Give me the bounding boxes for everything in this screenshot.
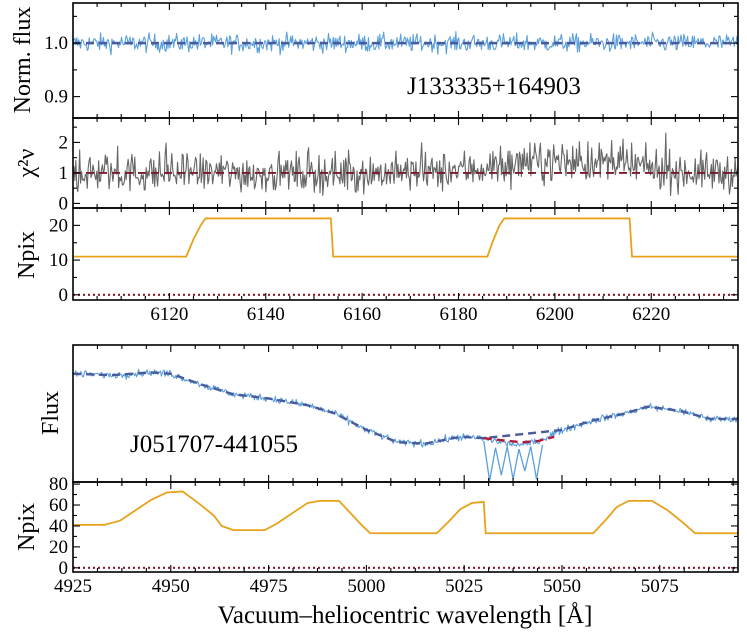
y-tick-label: 10	[49, 250, 68, 271]
y-tick-label: 40	[49, 516, 68, 537]
y-tick-label: 20	[49, 215, 68, 236]
x-tick-label: 6180	[440, 304, 478, 325]
axes-frame	[72, 2, 739, 119]
y-tick-label: 60	[49, 495, 68, 516]
series-flux	[72, 31, 739, 56]
x-tick-label: 6160	[343, 304, 381, 325]
panel-flux: J051707-441055 Flux	[38, 344, 739, 483]
y-axis-label: Npix	[14, 503, 40, 551]
series-chi2	[72, 132, 739, 197]
series-absorption	[483, 440, 544, 482]
y-tick-label: 20	[49, 537, 68, 558]
y-axis-label: Flux	[38, 391, 64, 435]
axes-frame	[72, 344, 739, 483]
y-axis-label: Norm. flux	[10, 7, 36, 114]
panel-norm-flux: 0.9 1.0 J133335+164903 Norm. flux	[10, 2, 739, 119]
axes-frame	[72, 481, 739, 573]
x-tick-label: 4950	[152, 576, 190, 597]
star-annotation: J133335+164903	[407, 73, 581, 100]
x-tick-label: 5050	[543, 576, 581, 597]
y-tick-label: 1	[59, 163, 69, 184]
y-tick-label: 80	[49, 474, 68, 495]
y-tick-label: 2	[59, 132, 69, 153]
x-tick-label: 5025	[445, 576, 483, 597]
series-npix	[73, 217, 738, 258]
x-tick-label: 5000	[347, 576, 385, 597]
y-tick-label: 0.9	[44, 87, 68, 108]
y-tick-label: 0	[59, 285, 69, 306]
star-annotation: J051707-441055	[130, 431, 298, 458]
x-axis-label: Vacuum–heliocentric wavelength [Å]	[218, 602, 593, 629]
x-tick-label: 6220	[632, 304, 670, 325]
series-model	[72, 371, 738, 445]
axes-frame	[72, 207, 739, 301]
x-tick-label: 6140	[247, 304, 285, 325]
y-tick-label: 0	[59, 558, 69, 579]
y-tick-label: 1.0	[44, 33, 68, 54]
x-tick-label: 6200	[536, 304, 574, 325]
panel-npix-top: 6120 6140 6160 6180 6200 6220 0 10 20 Npix	[14, 207, 739, 325]
y-axis-label: Npix	[14, 231, 40, 279]
x-tick-label: 5075	[641, 576, 679, 597]
x-tick-label: 4925	[54, 576, 92, 597]
y-axis-label: χ²ν	[14, 149, 40, 179]
x-tick-label: 6120	[150, 304, 188, 325]
series-model_gap	[483, 435, 555, 444]
panel-chi2: 0 1 2 χ²ν	[14, 117, 739, 214]
x-tick-label: 4975	[250, 576, 288, 597]
y-tick-label: 0	[59, 193, 69, 214]
series-flux	[72, 368, 739, 448]
series-npix	[73, 490, 738, 535]
